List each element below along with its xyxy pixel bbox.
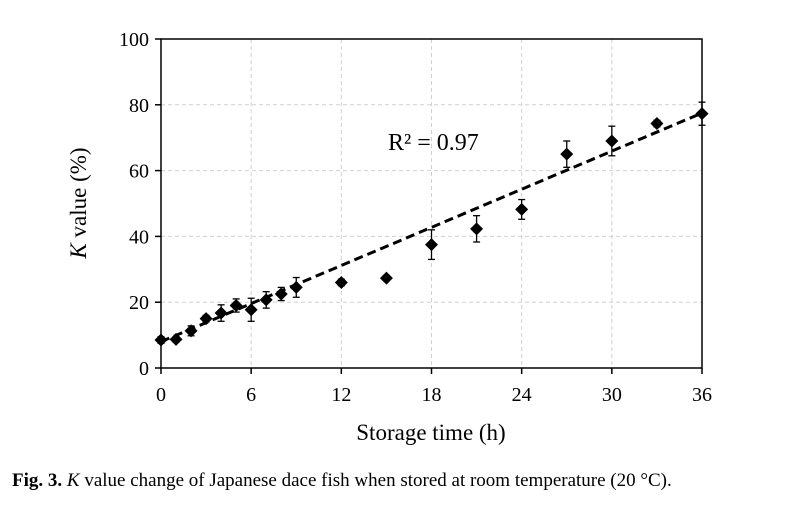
data-markers [154,107,709,347]
caption-symbol: K [66,470,80,491]
y-axis-label: K value (%) [66,147,91,259]
data-point [184,324,198,338]
data-point [650,117,664,131]
y-tick-label: 40 [129,226,149,248]
data-point [560,147,574,161]
axis-ticks [155,38,703,374]
data-point [214,306,228,320]
y-tick-label: 0 [139,358,149,380]
figure-caption: Fig. 3. K value change of Japanese dace … [12,470,782,492]
tick-labels: 0 6 12 18 24 30 36 0 20 40 60 80 100 [119,29,712,406]
data-point [169,332,183,346]
caption-label: Fig. 3. [12,470,63,491]
data-point [334,275,348,289]
data-point [229,298,243,312]
y-tick-label: 60 [129,161,149,183]
y-tick-label: 80 [129,95,149,117]
data-point [244,303,258,317]
y-tick-label: 100 [119,29,149,51]
data-point [154,333,168,347]
x-tick-label: 24 [512,384,532,406]
data-point [199,312,213,326]
r-squared-annotation: R² = 0.97 [388,130,479,156]
data-point [259,293,273,307]
y-axis-label-text: value (%) [66,147,91,243]
y-axis-label-symbol: K [66,242,91,260]
caption-text: value change of Japanese dace fish when … [79,470,672,491]
x-tick-label: 30 [602,384,622,406]
data-point [515,202,529,216]
data-point [274,287,288,301]
data-point [605,134,619,148]
data-point [289,280,303,294]
chart: 0 6 12 18 24 30 36 0 20 40 60 80 100 R² = 0.97 Stora… [66,29,712,445]
data-point [470,222,484,236]
x-tick-label: 6 [246,384,256,406]
x-tick-label: 18 [422,384,442,406]
data-point [695,107,709,121]
x-tick-label: 12 [331,384,351,406]
y-tick-label: 20 [129,292,149,314]
data-point [379,271,393,285]
x-tick-label: 36 [692,384,712,406]
x-tick-label: 0 [156,384,166,406]
grid [161,39,702,368]
x-axis-label: Storage time (h) [356,420,505,445]
data-point [425,238,438,252]
